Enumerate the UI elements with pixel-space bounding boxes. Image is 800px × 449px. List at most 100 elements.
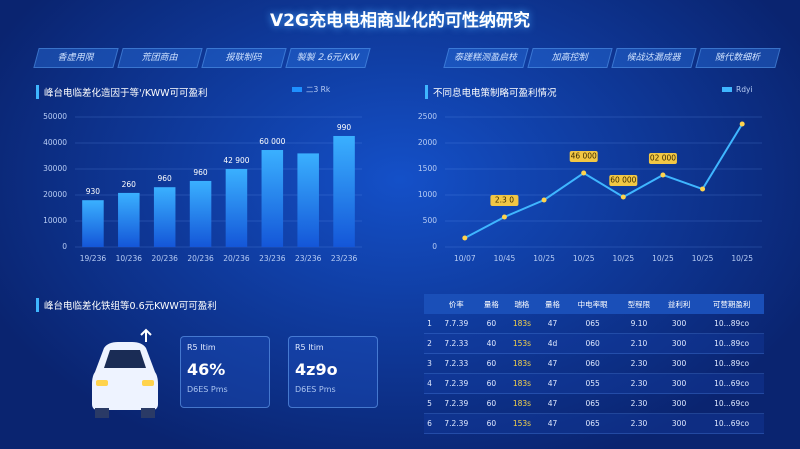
table-cell: 1 [424, 314, 436, 334]
panel-title: 峰台电临差化造因于等'/KWW可可盈利 [36, 85, 208, 99]
x-tick-label: 20/236 [223, 254, 250, 263]
x-tick-label: 20/236 [187, 254, 214, 263]
header-cell [424, 294, 436, 314]
table-cell: 065 [566, 314, 619, 334]
stat-card: R5 Itim 46% D6ES Pms [180, 336, 270, 408]
table-cell: 60 [477, 353, 506, 374]
x-tick-label: 10/25 [652, 254, 674, 263]
bar [153, 187, 176, 247]
y-tick-label: 0 [432, 242, 437, 251]
table-cell: 300 [659, 393, 700, 414]
table-cell: 2.30 [618, 353, 659, 374]
table-cell: 060 [566, 353, 619, 374]
table-cell: 2.30 [618, 413, 659, 434]
data-label: 990 [337, 123, 352, 132]
y-tick-label: 10000 [43, 216, 67, 225]
table-cell: 5 [424, 393, 436, 414]
table-cell: 10...69co [699, 373, 764, 394]
table-cell: 60 [477, 373, 506, 394]
card-value: 46% [187, 360, 226, 379]
table-cell: 300 [659, 333, 700, 354]
table-cell: 47 [538, 413, 567, 434]
header-cell: 瑞格 [505, 294, 539, 314]
table-cell: 153s [505, 333, 539, 354]
y-tick-label: 1000 [418, 190, 437, 199]
table-cell: 47 [538, 314, 567, 334]
point [620, 194, 626, 200]
table-cell: 10...89co [699, 353, 764, 374]
x-tick-label: 23/236 [259, 254, 286, 263]
header-cell: 价率 [435, 294, 478, 314]
data-table: 价率 量格 瑞格 量格 中电率眼 型程限 益利利 可营期盈利 1 7.7.39 60 183s 47 06… [424, 294, 764, 434]
table-cell: 10...89co [699, 314, 764, 334]
table-cell: 300 [659, 353, 700, 374]
callout [609, 174, 638, 186]
data-label: 60 000 [259, 137, 285, 146]
bar [118, 192, 140, 247]
header-cell: 量格 [538, 294, 567, 314]
table-cell: 153s [505, 413, 539, 434]
x-tick-label: 23/236 [295, 254, 322, 263]
table-cell: 7.2.33 [435, 333, 478, 354]
callout [648, 152, 677, 164]
x-tick-label: 20/236 [151, 254, 178, 263]
bar [261, 150, 284, 247]
table-cell: 47 [538, 353, 567, 374]
car-icon [92, 328, 158, 418]
x-tick-label: 10/25 [692, 254, 714, 263]
table-cell: 60 [477, 393, 506, 414]
legend-label: 二3 Rk [306, 85, 331, 94]
y-tick-label: 2500 [418, 112, 437, 121]
x-tick-label: 19/236 [80, 254, 107, 263]
bar [333, 135, 355, 247]
point [541, 197, 547, 203]
table-cell: 2.30 [618, 373, 659, 394]
data-label: 2.3 0 [495, 195, 514, 204]
x-tick-label: 23/236 [331, 254, 358, 263]
table-cell: 065 [566, 413, 619, 434]
header-cell: 益利利 [659, 294, 700, 314]
table-cell: 10...69co [699, 393, 764, 414]
point [700, 186, 706, 192]
table-row: 6 7.2.39 60 153s 47 065 2.30 300 10...69co [424, 413, 764, 434]
data-label: 60 000 [610, 175, 636, 184]
table-cell: 065 [566, 393, 619, 414]
table-cell: 9.10 [618, 314, 659, 334]
header-cell: 量格 [477, 294, 506, 314]
panel-title: 峰台电临差化铁组等0.6元KWW可可盈利 [36, 298, 217, 312]
table-cell: 060 [566, 333, 619, 354]
table-cell: 10...69co [699, 413, 764, 434]
bar [297, 153, 319, 247]
line [464, 123, 744, 239]
data-label: 960 [193, 168, 208, 177]
data-label: 46 000 [571, 152, 597, 161]
legend-swatch [292, 87, 302, 92]
panel-title: 不同息电电策制略可盈利情况 [425, 85, 557, 99]
card-value: 4z9o [295, 360, 338, 379]
bar [225, 169, 248, 247]
x-tick-label: 10/25 [613, 254, 635, 263]
data-label: 260 [122, 180, 137, 189]
card-label: R5 Itim [295, 343, 324, 352]
callout [490, 194, 519, 206]
point [581, 170, 587, 176]
table-cell: 183s [505, 393, 539, 414]
table-cell: 183s [505, 314, 539, 334]
callout [569, 151, 598, 163]
table-cell: 300 [659, 413, 700, 434]
table-cell: 183s [505, 373, 539, 394]
y-tick-label: 0 [62, 242, 67, 251]
table-cell: 055 [566, 373, 619, 394]
point [660, 172, 666, 178]
table-row: 4 7.2.39 60 183s 47 055 2.30 300 10...69co [424, 373, 764, 394]
point [501, 214, 507, 220]
data-label: 960 [158, 174, 173, 183]
data-label: 02 000 [650, 153, 676, 162]
y-tick-label: 30000 [43, 164, 67, 173]
table-cell: 300 [659, 314, 700, 334]
card-label: R5 Itim [187, 343, 216, 352]
header-cell: 可营期盈利 [699, 294, 764, 314]
x-tick-label: 10/25 [573, 254, 595, 263]
